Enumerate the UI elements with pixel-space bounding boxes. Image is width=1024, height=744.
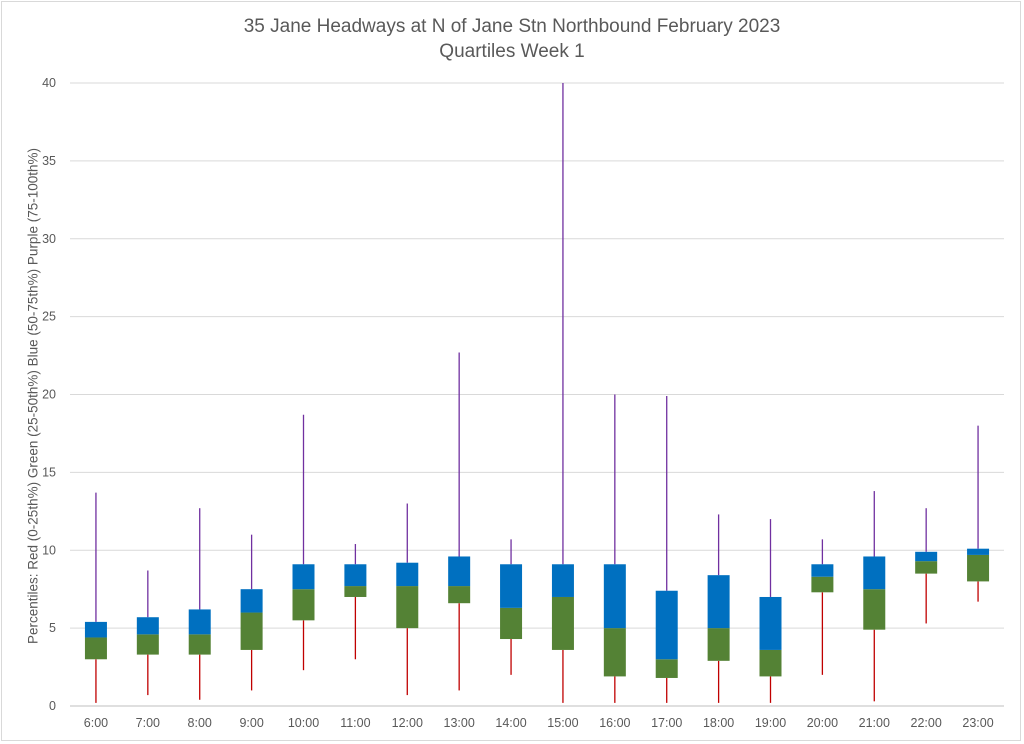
box-lower: [915, 561, 938, 574]
box-upper: [915, 551, 938, 562]
box-upper: [707, 575, 730, 629]
y-tick-label: 0: [49, 699, 56, 713]
y-tick-label: 40: [42, 76, 56, 90]
x-tick-label: 8:00: [188, 716, 212, 730]
box-upper: [863, 556, 886, 590]
x-tick-label: 7:00: [136, 716, 160, 730]
box-lower: [136, 634, 159, 655]
box-lower: [863, 589, 886, 630]
box-lower: [344, 586, 367, 597]
box-upper: [448, 556, 471, 587]
box-lower: [655, 659, 678, 678]
box-upper: [759, 596, 782, 650]
box-upper: [551, 564, 574, 597]
x-tick-label: 19:00: [755, 716, 786, 730]
x-tick-label: 11:00: [340, 716, 370, 730]
box-lower: [811, 576, 834, 593]
box-lower: [759, 649, 782, 677]
x-tick-label: 23:00: [962, 716, 993, 730]
box-upper: [344, 564, 367, 587]
x-tick-label: 21:00: [859, 716, 890, 730]
x-tick-label: 14:00: [495, 716, 526, 730]
y-tick-label: 35: [42, 154, 56, 168]
box-lower: [84, 637, 107, 660]
box-upper: [84, 621, 107, 638]
chart-title: 35 Jane Headways at N of Jane Stn Northb…: [243, 16, 781, 37]
x-tick-label: 18:00: [703, 716, 734, 730]
y-tick-label: 5: [49, 621, 56, 635]
box-upper: [811, 564, 834, 577]
x-tick-label: 16:00: [599, 716, 630, 730]
y-tick-label: 10: [42, 543, 56, 557]
y-tick-label: 30: [42, 232, 56, 246]
box-lower: [551, 596, 574, 650]
box-upper: [500, 564, 523, 608]
box-lower: [603, 628, 626, 677]
x-tick-label: 6:00: [84, 716, 108, 730]
box-lower: [448, 586, 471, 604]
x-tick-label: 9:00: [239, 716, 263, 730]
y-tick-label: 15: [42, 465, 56, 479]
box-upper: [188, 609, 211, 635]
box-upper: [396, 562, 419, 587]
box-upper: [967, 548, 990, 555]
box-upper: [136, 617, 159, 635]
x-tick-label: 22:00: [911, 716, 942, 730]
x-tick-label: 10:00: [288, 716, 319, 730]
x-tick-label: 12:00: [392, 716, 423, 730]
x-tick-label: 20:00: [807, 716, 838, 730]
x-tick-label: 15:00: [547, 716, 578, 730]
box-lower: [188, 634, 211, 655]
y-tick-label: 25: [42, 310, 56, 324]
box-lower: [292, 589, 315, 621]
chart-subtitle: Quartiles Week 1: [439, 41, 585, 62]
box-lower: [967, 554, 990, 582]
y-tick-label: 20: [42, 388, 56, 402]
box-lower: [500, 607, 523, 640]
box-lower: [396, 586, 419, 629]
box-upper: [292, 564, 315, 590]
box-upper: [603, 564, 626, 629]
box-upper: [655, 590, 678, 660]
box-lower: [707, 628, 730, 661]
box-upper: [240, 589, 263, 613]
x-tick-label: 13:00: [444, 716, 475, 730]
x-tick-label: 17:00: [651, 716, 682, 730]
box-lower: [240, 612, 263, 650]
